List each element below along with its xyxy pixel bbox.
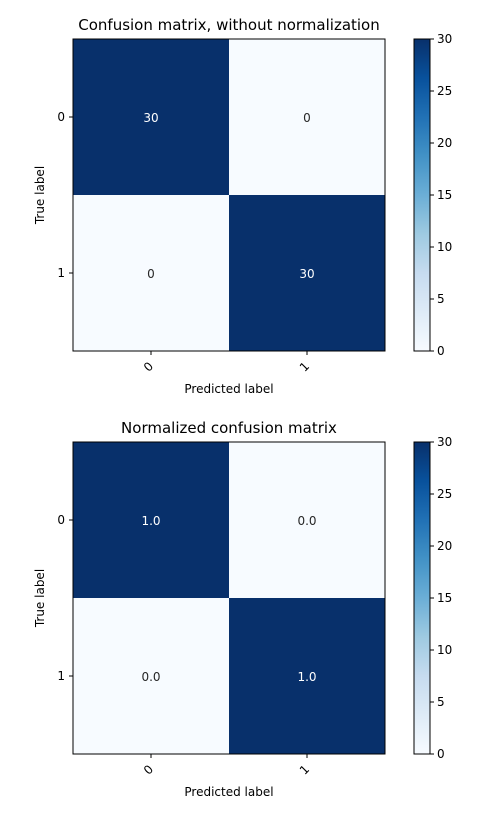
matrix-cell — [73, 598, 229, 754]
matrix-cell — [229, 442, 385, 598]
cell-value-label: 0.0 — [297, 514, 316, 528]
matrix-cell — [73, 39, 229, 195]
y-tick-label: 0 — [57, 110, 65, 124]
colorbar-tick-label: 30 — [437, 32, 452, 46]
colorbar-tick-label: 15 — [437, 188, 452, 202]
matrix-cell — [73, 442, 229, 598]
cell-value-label: 30 — [299, 267, 314, 281]
colorbar — [413, 38, 431, 352]
colorbar-tick-label: 10 — [437, 240, 452, 254]
colorbar-tick-label: 25 — [437, 487, 452, 501]
chart-title: Normalized confusion matrix — [121, 419, 337, 437]
x-tick-label: 1 — [297, 359, 312, 374]
x-tick-label: 0 — [141, 762, 156, 777]
x-axis-label: Predicted label — [184, 382, 273, 396]
y-tick-label: 0 — [57, 513, 65, 527]
cell-value-label: 1.0 — [141, 514, 160, 528]
colorbar-tick-label: 0 — [437, 344, 445, 358]
colorbar-tick-label: 20 — [437, 136, 452, 150]
cell-value-label: 1.0 — [297, 670, 316, 684]
colorbar-tick-label: 0 — [437, 747, 445, 761]
plot-frame — [72, 38, 386, 352]
colorbar-tick-label: 25 — [437, 84, 452, 98]
colorbar-tick-label: 10 — [437, 643, 452, 657]
chart-title: Confusion matrix, without normalization — [78, 16, 380, 34]
y-axis-label: True label — [33, 166, 47, 225]
colorbar-tick-label: 30 — [437, 435, 452, 449]
colorbar-tick-label: 5 — [437, 695, 445, 709]
x-tick-label: 0 — [141, 359, 156, 374]
confusion-matrix-chart-0: Confusion matrix, without normalization 3… — [33, 16, 452, 396]
x-axis-label: Predicted label — [184, 785, 273, 799]
colorbar — [413, 441, 431, 755]
cell-value-label: 0 — [147, 267, 155, 281]
matrix-cell — [73, 195, 229, 351]
matrix-cell — [229, 39, 385, 195]
cell-value-label: 30 — [143, 111, 158, 125]
x-tick-label: 1 — [297, 762, 312, 777]
y-tick-label: 1 — [57, 266, 65, 280]
matrix-cell — [229, 598, 385, 754]
y-tick-label: 1 — [57, 669, 65, 683]
cell-value-label: 0.0 — [141, 670, 160, 684]
y-axis-label: True label — [33, 569, 47, 628]
cell-value-label: 0 — [303, 111, 311, 125]
plot-frame — [72, 441, 386, 755]
matrix-cell — [229, 195, 385, 351]
colorbar-tick-label: 20 — [437, 539, 452, 553]
colorbar-tick-label: 15 — [437, 591, 452, 605]
confusion-matrix-chart-1: Normalized confusion matrix 1.0 0.0 0.0 1.0 0… — [33, 419, 452, 799]
colorbar-tick-label: 5 — [437, 292, 445, 306]
